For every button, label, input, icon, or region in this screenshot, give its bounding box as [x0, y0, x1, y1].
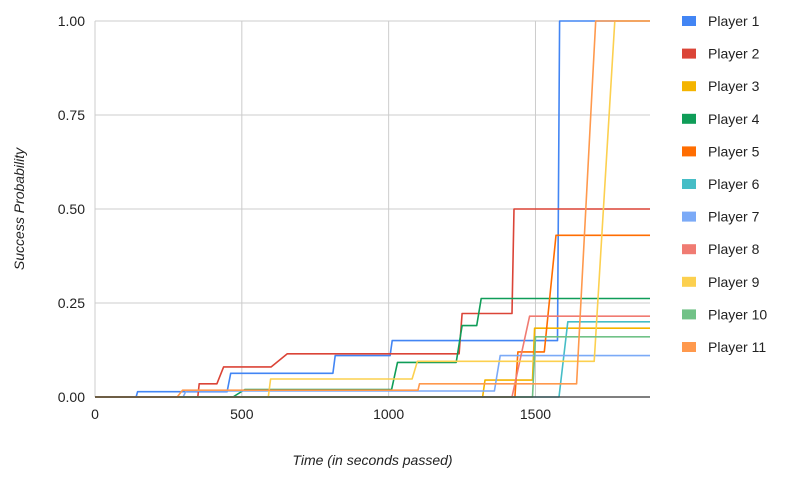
series-line-player-1	[95, 20, 650, 398]
y-tick-label: 0.50	[58, 201, 85, 217]
legend-swatch	[682, 179, 696, 189]
legend-label: Player 5	[708, 143, 760, 159]
series-line-player-9	[95, 20, 650, 398]
y-axis-tick-labels: 0.00 0.25 0.50 0.75 1.00	[58, 13, 85, 405]
legend: Player 1 Player 2 Player 3 Player 4 Player 5…	[682, 13, 767, 355]
x-axis-title: Time (in seconds passed)	[292, 452, 452, 468]
legend-swatch	[682, 146, 696, 157]
legend-label: Player 6	[708, 176, 760, 192]
legend-swatch	[682, 81, 696, 92]
legend-label: Player 7	[708, 209, 760, 225]
legend-swatch	[682, 48, 696, 59]
legend-label: Player 2	[708, 46, 760, 62]
legend-label: Player 1	[708, 13, 760, 29]
series-line-player-11	[95, 20, 650, 398]
legend-label: Player 10	[708, 306, 767, 322]
legend-swatch	[682, 342, 696, 352]
legend-swatch	[682, 113, 696, 124]
x-tick-label: 500	[230, 406, 254, 422]
legend-label: Player 3	[708, 78, 760, 94]
legend-swatch	[682, 309, 696, 320]
y-tick-label: 1.00	[58, 13, 85, 29]
legend-label: Player 4	[708, 111, 760, 127]
series-line-player-4	[95, 297, 650, 398]
series-line-player-6	[95, 321, 650, 398]
x-tick-label: 1000	[373, 406, 404, 422]
legend-label: Player 9	[708, 274, 760, 290]
x-tick-label: 1500	[520, 406, 551, 422]
legend-swatch	[682, 16, 696, 26]
legend-swatch	[682, 244, 696, 255]
x-axis-tick-labels: 0 500 1000 1500	[91, 406, 551, 422]
series-line-player-3	[95, 327, 650, 398]
y-tick-label: 0.25	[58, 295, 85, 311]
y-tick-label: 0.00	[58, 389, 85, 405]
y-tick-label: 0.75	[58, 107, 85, 123]
legend-swatch	[682, 211, 696, 222]
y-axis-title: Success Probability	[11, 147, 27, 270]
series-line-player-10	[95, 336, 650, 398]
legend-swatch	[682, 276, 696, 287]
series-line-player-2	[95, 208, 650, 398]
legend-label: Player 11	[708, 339, 766, 355]
legend-label: Player 8	[708, 241, 760, 257]
x-tick-label: 0	[91, 406, 99, 422]
